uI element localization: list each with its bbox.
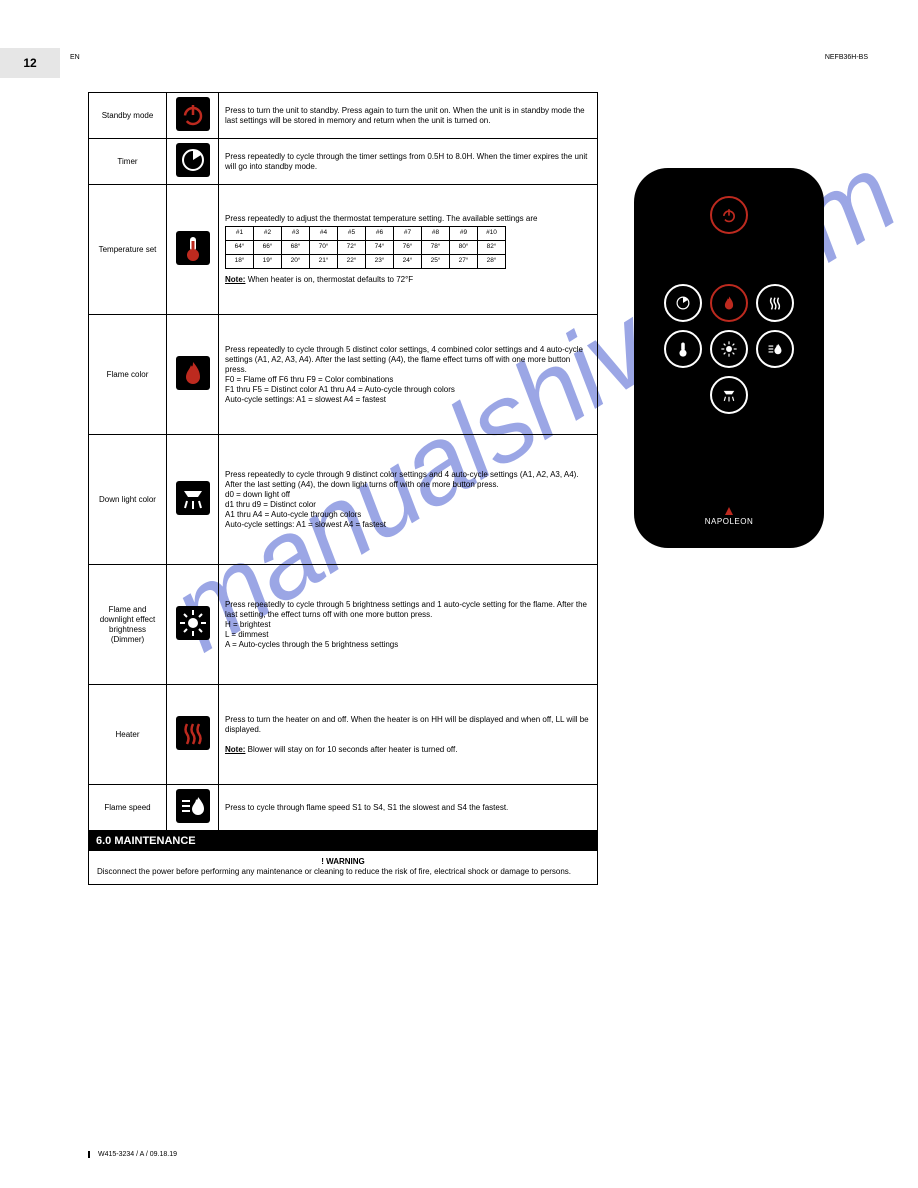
footer-doc-id: W415-3234 / A / 09.18.19 xyxy=(88,1151,177,1158)
dimmer-icon xyxy=(176,606,210,640)
remote-power-button[interactable] xyxy=(710,196,748,234)
row-label: Flame and downlight effect brightness (D… xyxy=(89,565,167,685)
row-desc: Press repeatedly to cycle through 9 dist… xyxy=(219,435,598,565)
row-label: Down light color xyxy=(89,435,167,565)
flame-color-icon xyxy=(176,356,210,390)
remote-timer-button[interactable] xyxy=(664,284,702,322)
remote-control: NAPOLEON xyxy=(634,168,824,548)
remote-heater-button[interactable] xyxy=(756,284,794,322)
remote-thermostat-button[interactable] xyxy=(664,330,702,368)
remote-flame-color-button[interactable] xyxy=(710,284,748,322)
row-desc: Press repeatedly to adjust the thermosta… xyxy=(219,185,598,315)
row-label: Temperature set xyxy=(89,185,167,315)
header-lang: EN xyxy=(70,54,80,61)
flame-speed-icon xyxy=(176,789,210,823)
heater-icon xyxy=(176,716,210,750)
power-icon xyxy=(176,97,210,131)
remote-brand: NAPOLEON xyxy=(634,507,824,526)
remote-flame-speed-button[interactable] xyxy=(756,330,794,368)
row-label: Standby mode xyxy=(89,93,167,139)
row-desc: Press repeatedly to cycle through the ti… xyxy=(219,139,598,185)
controls-table: Standby mode Press to turn the unit to s… xyxy=(88,92,598,831)
maintenance-heading: 6.0 MAINTENANCE xyxy=(88,831,598,851)
row-label: Timer xyxy=(89,139,167,185)
row-icon-cell xyxy=(167,93,219,139)
downlight-icon xyxy=(176,481,210,515)
timer-icon xyxy=(176,143,210,177)
page-number: 12 xyxy=(0,48,60,78)
row-desc: Press repeatedly to cycle through 5 dist… xyxy=(219,315,598,435)
header-model: NEFB36H-BS xyxy=(825,54,868,61)
maintenance-warning: ! WARNING Disconnect the power before pe… xyxy=(88,851,598,885)
page-header: EN NEFB36H-BS xyxy=(70,54,868,61)
thermostat-icon xyxy=(176,231,210,265)
row-label: Flame color xyxy=(89,315,167,435)
row-desc: Press to cycle through flame speed S1 to… xyxy=(219,785,598,831)
temp-grid: #1#2#3#4#5#6#7#8#9#10 64°66°68°70°72°74°… xyxy=(225,226,506,269)
row-label: Heater xyxy=(89,685,167,785)
remote-downlight-button[interactable] xyxy=(710,376,748,414)
remote-dimmer-button[interactable] xyxy=(710,330,748,368)
row-label: Flame speed xyxy=(89,785,167,831)
row-desc: Press to turn the heater on and off. Whe… xyxy=(219,685,598,785)
row-desc: Press repeatedly to cycle through 5 brig… xyxy=(219,565,598,685)
row-desc: Press to turn the unit to standby. Press… xyxy=(219,93,598,139)
